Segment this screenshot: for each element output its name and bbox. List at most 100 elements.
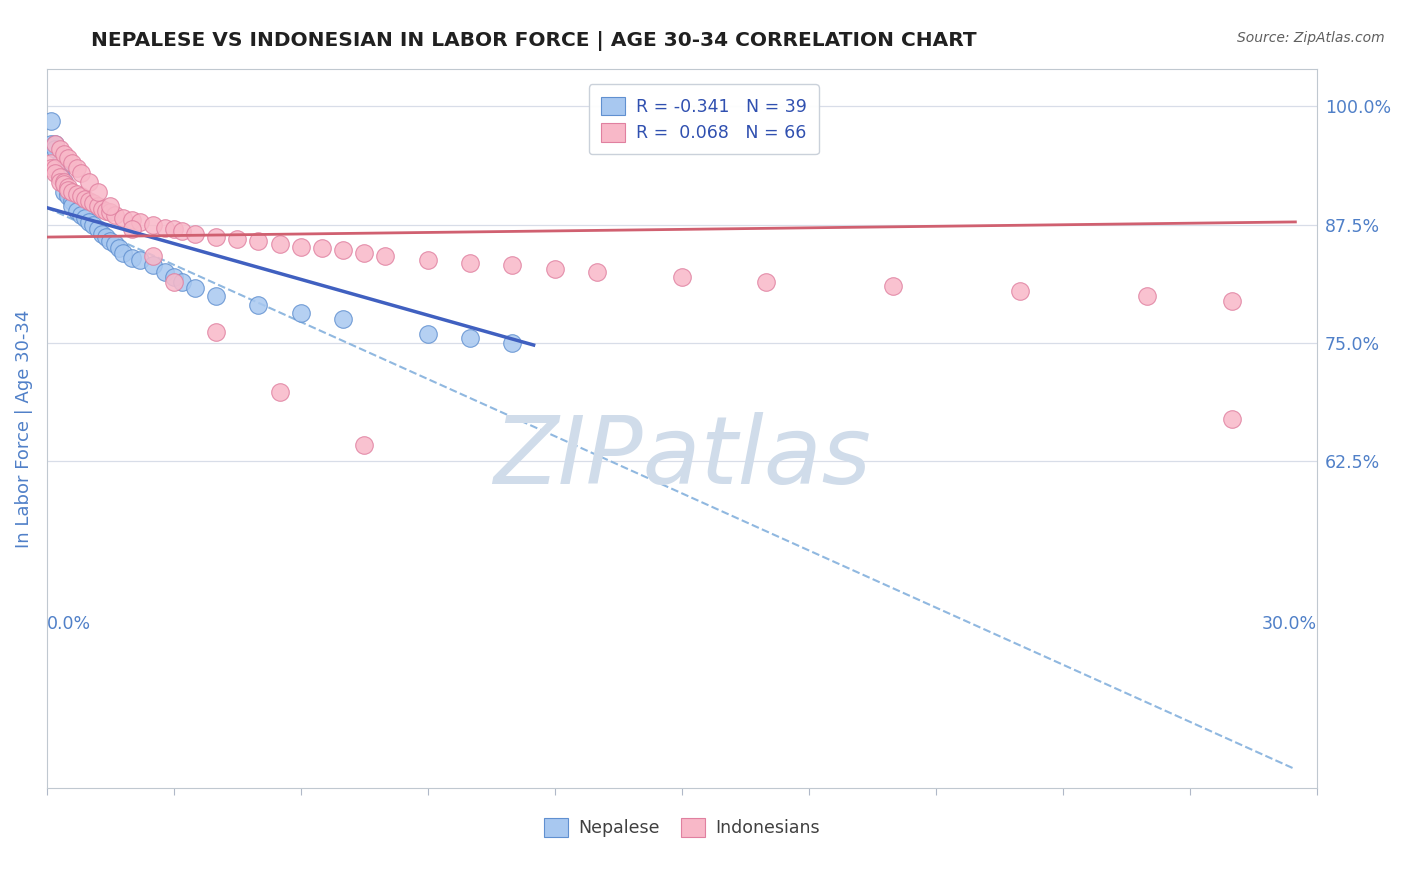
Point [142,218,165,232]
Point [65,203,87,218]
Point [882,279,904,293]
Point [129,215,152,229]
Point [205,230,228,244]
Point [82,196,104,211]
Point [73,192,96,206]
Point [1220,293,1243,308]
Point [112,211,135,226]
Point [48,166,70,180]
Point [69,166,91,180]
Point [205,289,228,303]
Point [374,249,396,263]
Point [121,222,143,236]
Point [60,194,83,208]
Point [142,259,165,273]
Y-axis label: In Labor Force | Age 30-34: In Labor Force | Age 30-34 [15,310,32,548]
Point [671,269,693,284]
Text: ZIPatlas: ZIPatlas [492,411,870,502]
Point [52,185,75,199]
Point [269,236,291,251]
Point [458,255,481,269]
Point [48,170,70,185]
Point [1136,289,1159,303]
Point [60,156,83,170]
Point [86,185,108,199]
Point [52,175,75,189]
Text: 0.0%: 0.0% [46,615,91,633]
Point [39,113,62,128]
Point [90,202,112,216]
Point [39,137,62,152]
Point [112,246,135,260]
Point [311,242,333,256]
Point [290,306,312,320]
Point [353,438,375,452]
Point [39,156,62,170]
Point [44,161,66,175]
Point [121,251,143,265]
Point [755,275,778,289]
Point [269,385,291,400]
Point [48,156,70,170]
Point [48,175,70,189]
Point [184,281,207,295]
Point [100,199,122,213]
Point [205,325,228,339]
Point [501,259,523,273]
Point [60,185,83,199]
Point [108,242,131,256]
Point [172,224,194,238]
Point [163,269,186,284]
Point [501,336,523,351]
Point [44,137,66,152]
Point [44,142,66,156]
Point [184,227,207,242]
Point [104,208,127,222]
Point [56,152,79,166]
Text: Source: ZipAtlas.com: Source: ZipAtlas.com [1237,31,1385,45]
Point [100,234,122,248]
Point [332,244,354,258]
Point [155,265,177,279]
Point [226,232,249,246]
Point [69,189,91,203]
Point [586,265,609,279]
Point [44,166,66,180]
Point [44,137,66,152]
Point [416,326,439,341]
Point [52,146,75,161]
Point [129,252,152,267]
Point [416,252,439,267]
Point [458,331,481,345]
Point [1220,412,1243,426]
Point [52,175,75,189]
Point [65,186,87,201]
Point [69,208,91,222]
Point [48,142,70,156]
Point [77,194,100,208]
Point [1010,284,1032,298]
Text: 30.0%: 30.0% [1261,615,1316,633]
Point [60,199,83,213]
Point [90,227,112,242]
Point [121,213,143,227]
Point [39,161,62,175]
Point [56,183,79,197]
Point [247,234,270,248]
Point [94,230,117,244]
Point [52,177,75,191]
Point [332,312,354,326]
Point [94,203,117,218]
Legend: Nepalese, Indonesians: Nepalese, Indonesians [537,811,827,844]
Point [56,189,79,203]
Point [73,211,96,226]
Point [247,298,270,312]
Point [353,246,375,260]
Point [163,222,186,236]
Point [77,175,100,189]
Point [142,249,165,263]
Point [290,239,312,253]
Point [77,215,100,229]
Point [56,180,79,194]
Point [163,275,186,289]
